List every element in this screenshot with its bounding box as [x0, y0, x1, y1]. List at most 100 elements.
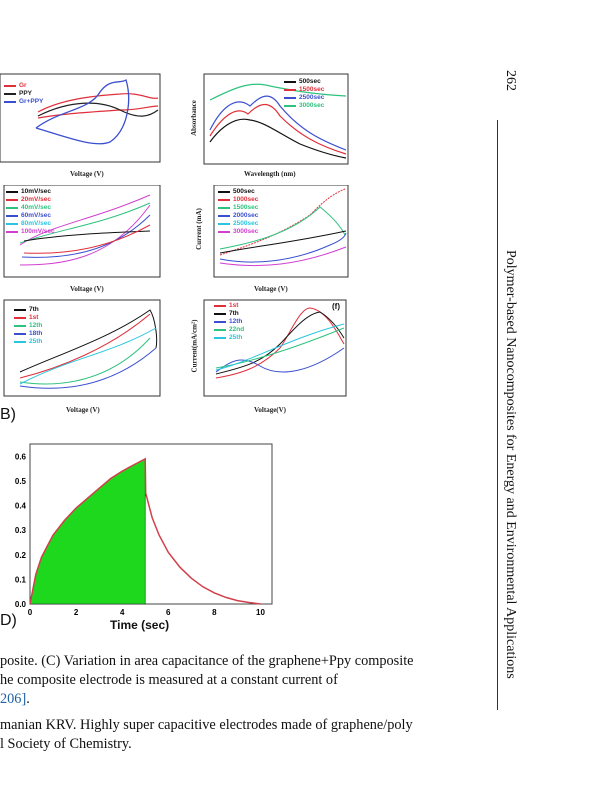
series-40-line [19, 202, 151, 244]
legend-entry: 40mV/sec [6, 204, 55, 212]
series-12th-line [19, 337, 151, 385]
chart-absorbance: Absorbance Wavelength (nm) 500sec 1500se… [190, 70, 350, 180]
legend-entry: Gr+PPY [4, 98, 43, 106]
series-3000-line [219, 246, 347, 267]
plot-frame [29, 443, 273, 605]
series-22nd-line [215, 327, 345, 369]
legend-cv-gr-ppy: Gr PPY Gr+PPY [4, 82, 43, 106]
legend-entry: 1st [214, 302, 244, 310]
charge-area [29, 458, 146, 605]
charge-discharge-curve [29, 457, 261, 605]
series-20-line [23, 224, 151, 254]
series-10-line [23, 230, 151, 242]
chart-cv-gr-ppy-svg [0, 73, 161, 163]
series-3000-line [209, 83, 347, 101]
legend-entry: PPY [4, 90, 43, 98]
series-500-line [219, 230, 347, 254]
chart-cv-cycles-right: Current(mA/cm²) 1st 7th 12th 22nd 25th (… [190, 298, 350, 420]
series-1st-line [215, 307, 345, 379]
panel-label-b: B) [0, 406, 16, 423]
chart-cv-cycles-left: 7th 1st 12th 18th 25th Voltage (V) [0, 298, 170, 420]
legend-entry: 12th [14, 322, 42, 330]
chart-charge-discharge: 0.6 0.5 0.4 0.3 0.2 0.1 0.0 0 2 4 6 8 10 Time (sec) [0, 440, 280, 632]
y-tick-label: 0.0 [15, 600, 27, 609]
series-ppy-line [37, 102, 159, 117]
x-axis-label: Voltage (V) [70, 285, 104, 293]
caption-line-4: manian KRV. Highly super capacitive elec… [0, 717, 413, 733]
plot-frame [203, 299, 347, 397]
x-tick-label: 6 [166, 608, 171, 617]
y-tick-label: 0.3 [15, 526, 27, 535]
legend-entry: Gr [4, 82, 43, 90]
legend-cv-cycles-left: 7th 1st 12th 18th 25th [14, 306, 42, 346]
series-100-line [19, 194, 151, 246]
legend-entry: 60mV/sec [6, 212, 55, 220]
x-tick-label: 2 [74, 608, 79, 617]
series-1500-line [209, 103, 347, 155]
x-axis-label: Voltage(V) [254, 406, 287, 414]
chart-cv-deposition-time-svg [213, 184, 349, 278]
y-tick-label: 0.2 [15, 551, 27, 560]
chart-cv-scan-rate-svg [3, 184, 161, 278]
y-axis-label: Current (mA) [194, 208, 203, 250]
legend-entry: 22nd [214, 326, 244, 334]
x-axis-label: Time (sec) [110, 618, 170, 632]
chart-cv-gr-ppy: Gr PPY Gr+PPY Voltage (V) [0, 70, 170, 180]
chart-cv-scan-rate: 10mV/sec 20mV/sec 40mV/sec 60mV/sec 80mV… [0, 184, 170, 295]
x-tick-label: 8 [212, 608, 217, 617]
series-2500-line [209, 95, 347, 151]
legend-entry: 25th [14, 338, 42, 346]
y-axis-label: Current(mA/cm²) [190, 319, 199, 373]
legend-entry: 25th [214, 334, 244, 342]
series-25th-line [19, 327, 157, 385]
y-tick-label: 0.1 [15, 575, 27, 584]
series-grppy-line [35, 78, 130, 145]
caption-line-5: l Society of Chemistry. [0, 736, 132, 752]
legend-entry: 7th [14, 306, 42, 314]
panel-label-f: (f) [332, 302, 340, 311]
series-2000-line [219, 232, 347, 263]
legend-cv-deposition-time: 500sec 1000sec 1500sec 2000sec 2500sec 3… [218, 188, 258, 236]
y-axis-label: Absorbance [189, 100, 198, 136]
y-tick-label: 0.5 [15, 477, 27, 486]
legend-entry: 3000sec [218, 228, 258, 236]
legend-entry: 100mV/sec [6, 228, 55, 236]
y-tick-label: 0.4 [15, 502, 27, 511]
chart-charge-discharge-svg: 0.6 0.5 0.4 0.3 0.2 0.1 0.0 0 2 4 6 8 10 [15, 443, 273, 617]
legend-entry: 20mV/sec [6, 196, 55, 204]
series-12th-line [215, 347, 345, 373]
series-gr-line [37, 93, 159, 113]
chart-cv-cycles-right-svg [203, 299, 347, 397]
legend-entry: 1500sec [218, 204, 258, 212]
legend-entry: 1st [14, 314, 42, 322]
series-1000-line [219, 188, 346, 256]
legend-entry: 2500sec [218, 220, 258, 228]
legend-cv-scan-rate: 10mV/sec 20mV/sec 40mV/sec 60mV/sec 80mV… [6, 188, 55, 236]
legend-entry: 500sec [218, 188, 258, 196]
legend-cv-cycles-right: 1st 7th 12th 22nd 25th [214, 302, 244, 342]
chart-cv-cycles-left-svg [3, 299, 161, 397]
legend-entry: 2000sec [218, 212, 258, 220]
x-axis-label: Voltage (V) [254, 285, 288, 293]
x-axis-label: Voltage (V) [70, 170, 104, 178]
series-500-line [209, 118, 347, 159]
series-7th-line [19, 309, 158, 373]
running-head-rule [497, 120, 498, 710]
citation-link[interactable]: 206] [0, 691, 27, 707]
x-axis-label: Voltage (V) [66, 406, 100, 414]
plot-frame [213, 184, 349, 278]
caption-line-3: 206]. [0, 691, 30, 707]
legend-entry: 1000sec [218, 196, 258, 204]
series-7th-line [215, 311, 345, 375]
series-1500-line [219, 206, 346, 250]
series-18th-line [19, 347, 157, 389]
chart-absorbance-svg [203, 73, 349, 165]
x-tick-label: 0 [28, 608, 33, 617]
legend-entry: 2500sec [284, 94, 324, 102]
panel-label-d: D) [0, 612, 17, 629]
series-100-line-lower [19, 204, 151, 266]
chart-cv-deposition-time: Current (mA) 500sec 1000sec 1500sec 2000… [190, 184, 350, 295]
y-tick-label: 0.6 [15, 452, 27, 461]
legend-entry: 10mV/sec [6, 188, 55, 196]
caption-line-2: he composite electrode is measured at a … [0, 672, 338, 688]
